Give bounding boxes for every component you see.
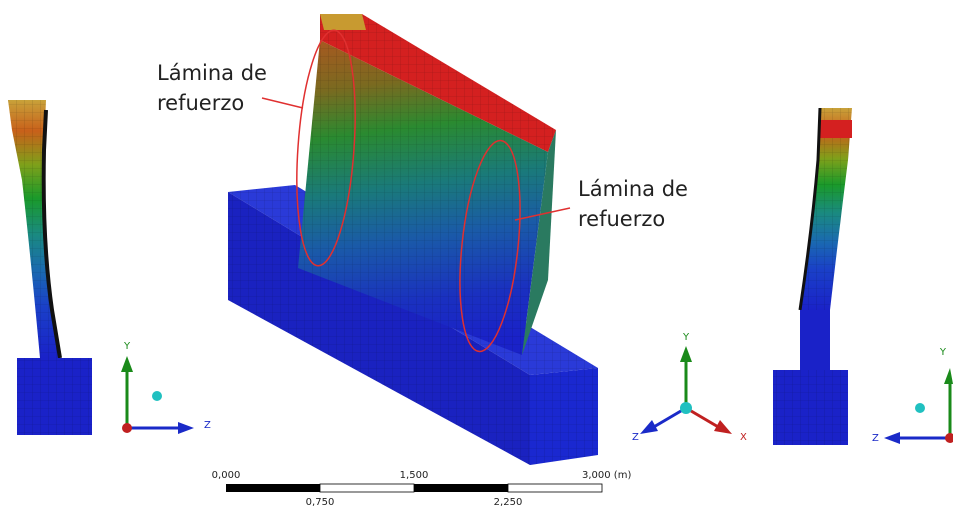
axis-label: X bbox=[740, 432, 747, 443]
viewport: Y Z Y Z X Y Z Lámina de refuerzo Lámina … bbox=[0, 0, 953, 511]
axis-label: Y bbox=[123, 341, 131, 352]
triad-right: Y Z bbox=[872, 347, 953, 444]
center-model bbox=[228, 14, 598, 465]
axis-label: Z bbox=[632, 432, 639, 443]
annotation-line: Lámina de bbox=[578, 177, 688, 201]
scale-label: 3,000 (m) bbox=[582, 470, 631, 481]
axis-label: Y bbox=[682, 332, 690, 343]
annotation-line: refuerzo bbox=[157, 91, 244, 115]
triad-center: Y Z X bbox=[632, 332, 747, 443]
scale-label: 0,000 bbox=[212, 470, 241, 481]
right-model bbox=[773, 108, 852, 445]
axis-label: Z bbox=[204, 420, 211, 431]
triad-left: Y Z bbox=[121, 341, 211, 434]
annotation-line: Lámina de bbox=[157, 61, 267, 85]
axis-label: Y bbox=[939, 347, 947, 358]
scale-label: 1,500 bbox=[400, 470, 429, 481]
annotation-line: refuerzo bbox=[578, 207, 665, 231]
left-model bbox=[8, 100, 92, 435]
axis-label: Z bbox=[872, 433, 879, 444]
scale-label: 2,250 bbox=[494, 497, 523, 508]
scale-bar: 0,000 1,500 3,000 (m) 0,750 2,250 bbox=[212, 470, 632, 508]
scale-label: 0,750 bbox=[306, 497, 335, 508]
